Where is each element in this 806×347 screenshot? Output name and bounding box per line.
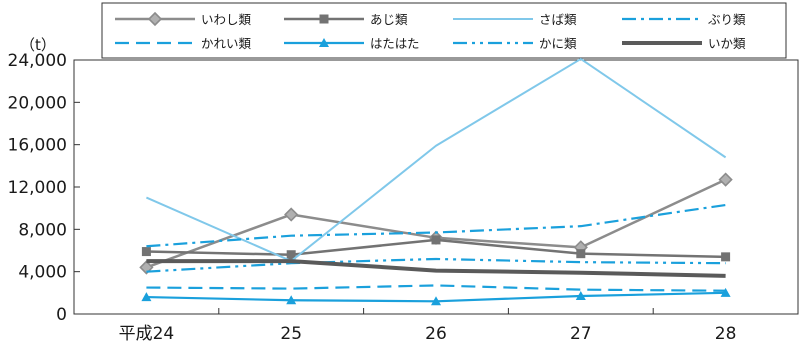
- data-point: [431, 235, 441, 245]
- data-point: [720, 287, 731, 297]
- data-point: [286, 295, 297, 305]
- series-group: [139, 57, 733, 306]
- data-point: [286, 250, 296, 260]
- legend-label: いか類: [708, 36, 746, 51]
- y-tick-label: 0: [56, 305, 67, 325]
- x-tick-label: 平成24: [119, 324, 175, 344]
- y-tick-label: 24,000: [8, 51, 67, 71]
- series-line: [146, 203, 726, 248]
- y-tick-label: 8,000: [18, 220, 67, 240]
- y-tick-label: 20,000: [8, 93, 67, 113]
- data-point: [576, 249, 586, 259]
- legend-label: かれい類: [201, 36, 252, 51]
- series-line: [146, 257, 726, 273]
- x-tick-label: 28: [715, 324, 737, 344]
- series-line: [145, 57, 727, 263]
- data-point: [284, 207, 299, 222]
- x-tick-label: 26: [425, 324, 447, 344]
- y-tick-label: 16,000: [8, 136, 67, 156]
- x-tick-label: 27: [570, 324, 592, 344]
- data-point: [718, 172, 733, 187]
- y-tick-label: 4,000: [18, 263, 67, 283]
- legend-marker: [319, 14, 329, 24]
- series-line: [146, 259, 726, 278]
- data-point: [721, 252, 731, 262]
- y-unit-label: （t）: [20, 36, 56, 54]
- legend-label: さば類: [539, 12, 577, 27]
- data-point: [141, 247, 151, 257]
- data-point: [575, 291, 586, 301]
- legend-label: かに類: [539, 36, 577, 51]
- legend-label: いわし類: [201, 12, 252, 27]
- data-point: [431, 296, 441, 306]
- legend-label: はたはた: [370, 36, 420, 51]
- y-axis: 0 4,000 8,000 12,000 16,000 20,000 24,000: [8, 51, 80, 325]
- y-tick-label: 12,000: [8, 178, 67, 198]
- legend-label: ぶり類: [708, 12, 746, 27]
- legend-box: [101, 2, 787, 59]
- x-tick-label: 25: [280, 324, 302, 344]
- legend-label: あじ類: [370, 12, 408, 27]
- legend-marker: [319, 38, 329, 47]
- x-axis: 平成24 25 26 27 28: [119, 308, 737, 344]
- data-point: [141, 292, 152, 302]
- series-line: [146, 284, 726, 292]
- legend-marker: [147, 11, 163, 27]
